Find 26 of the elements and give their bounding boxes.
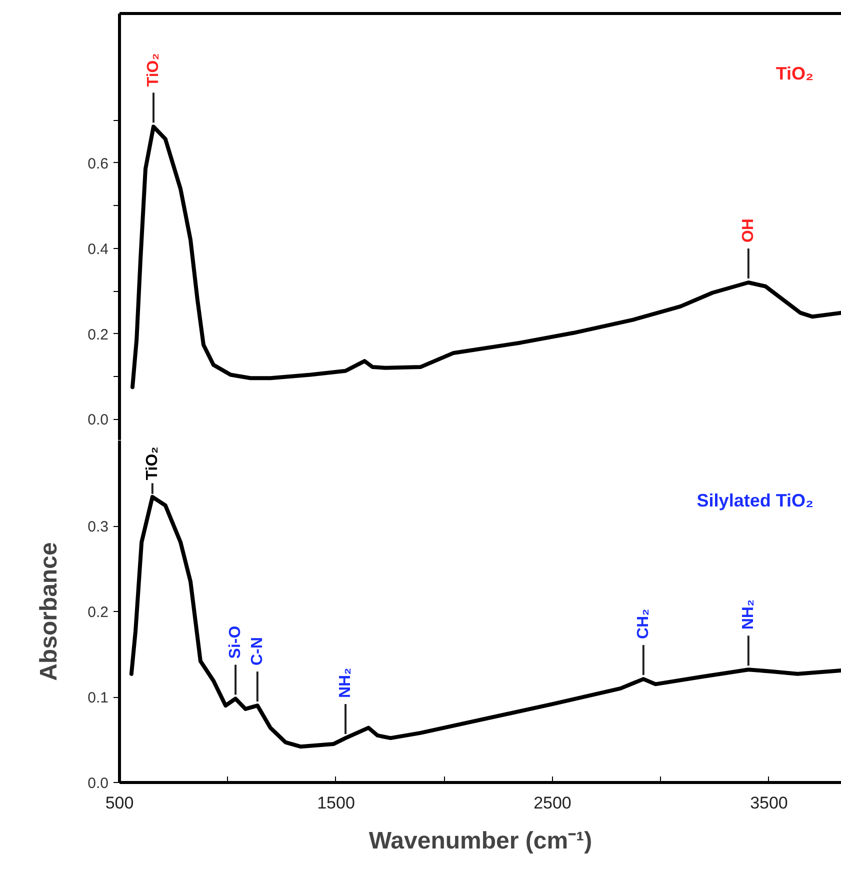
line-series bbox=[130, 124, 841, 390]
x-tick-label: 1500 bbox=[317, 794, 355, 812]
annotation: OH bbox=[740, 218, 757, 243]
y-tick-label: 0.4 bbox=[88, 240, 109, 258]
annotation: NH₂ bbox=[337, 668, 354, 698]
y-tick-label: 0.2 bbox=[88, 604, 109, 621]
x-tick-label: 2500 bbox=[534, 794, 572, 812]
annotation: NH₂ bbox=[740, 599, 757, 630]
line-series bbox=[129, 494, 841, 749]
y-tick-label: 0.2 bbox=[88, 326, 109, 344]
y-tick-label: 0.0 bbox=[88, 775, 109, 792]
y-tick-label: 0.0 bbox=[88, 412, 109, 429]
annotation: Si-O bbox=[227, 626, 244, 659]
x-tick-label: 3500 bbox=[750, 794, 788, 812]
y-axis-title: Absorbance bbox=[36, 542, 63, 681]
x-axis-title: Wavenumber (cm⁻¹) bbox=[368, 828, 592, 854]
y-tick-label: 0.6 bbox=[88, 155, 109, 172]
x-tick-label: 500 bbox=[105, 794, 134, 812]
annotation: TiO₂ bbox=[144, 53, 162, 87]
annotation: TiO₂ bbox=[144, 446, 161, 480]
annotation: Silylated TiO₂ bbox=[696, 490, 814, 510]
annotation: TiO₂ bbox=[776, 64, 814, 84]
annotation: CH₂ bbox=[634, 608, 652, 640]
annotation: C-N bbox=[248, 637, 266, 666]
y-tick-label: 0.1 bbox=[88, 690, 109, 706]
y-tick-label: 0.3 bbox=[88, 518, 109, 536]
